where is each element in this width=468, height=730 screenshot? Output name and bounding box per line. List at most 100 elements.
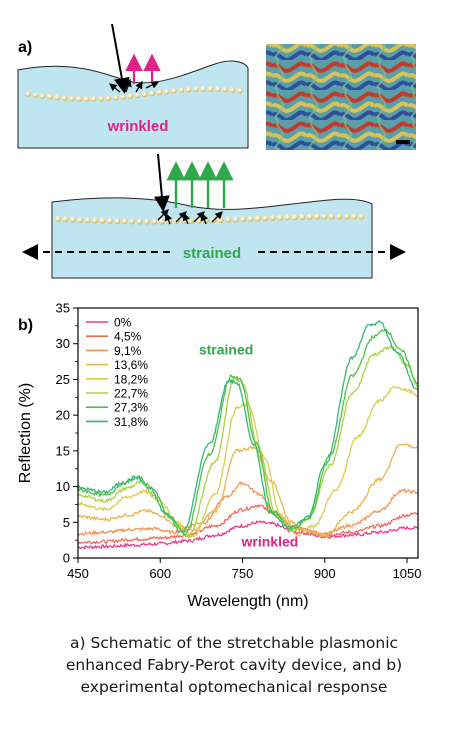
panel-b-label: b) — [18, 317, 33, 334]
nanoparticle — [62, 216, 69, 223]
strained-device: strained — [22, 153, 406, 279]
nanoparticle — [112, 94, 119, 101]
y-tick-label: 25 — [56, 372, 70, 387]
nanoparticle — [106, 217, 113, 224]
series-line-0 — [77, 520, 419, 550]
nanoparticle — [98, 95, 104, 102]
x-tick-label: 1050 — [393, 566, 422, 581]
nanoparticle — [158, 218, 165, 225]
nanoparticle — [134, 92, 141, 99]
nanoparticle — [143, 218, 150, 225]
x-tick-label: 600 — [149, 566, 171, 581]
nanoparticle — [69, 95, 75, 102]
nanoparticle — [83, 96, 90, 102]
nanoparticle — [25, 91, 31, 97]
nanoparticle — [129, 218, 135, 225]
nanoparticle — [120, 94, 126, 100]
chart-annotation: wrinkled — [241, 534, 299, 550]
nanoparticle — [114, 218, 121, 225]
nanoparticle — [92, 217, 98, 224]
series-line-7 — [77, 320, 419, 533]
nanoparticle — [156, 89, 163, 96]
wrinkled-substrate — [17, 60, 249, 149]
nanoparticle — [343, 213, 350, 220]
nanoparticle — [207, 86, 214, 92]
nanoparticle — [136, 218, 143, 225]
nanoparticle — [314, 213, 320, 220]
legend-label: 0% — [114, 316, 132, 330]
nanoparticle — [200, 86, 206, 92]
legend-label: 27,3% — [114, 401, 148, 415]
nanoparticle — [236, 87, 243, 94]
nanoparticle — [277, 214, 283, 221]
y-tick-label: 30 — [56, 336, 70, 351]
caption-line-2: enhanced Fabry-Perot cavity device, and … — [65, 656, 403, 674]
caption-line-1: a) Schematic of the stretchable plasmoni… — [69, 634, 399, 652]
nanoparticle — [127, 93, 133, 99]
figure-canvas: a) wrinkled strained b) — [17, 23, 421, 611]
figure-caption: a) Schematic of the stretchable plasmoni… — [0, 632, 468, 698]
nanoparticle — [358, 213, 365, 220]
legend-label: 31,8% — [114, 415, 148, 429]
wrinkle-micrograph — [266, 44, 416, 150]
y-tick-label: 10 — [56, 479, 70, 494]
nanoparticle — [76, 96, 82, 102]
nanoparticle — [336, 213, 343, 220]
nanoparticle — [269, 214, 276, 221]
y-tick-label: 5 — [63, 515, 70, 530]
legend-label: 4,5% — [114, 330, 142, 344]
nanoparticle — [232, 216, 239, 223]
nanoparticle — [171, 87, 177, 94]
x-tick-label: 900 — [314, 566, 336, 581]
nanoparticle — [247, 215, 254, 222]
y-tick-label: 20 — [56, 408, 70, 423]
legend-label: 13,6% — [114, 358, 148, 372]
nanoparticle — [105, 95, 112, 102]
nanoparticle — [299, 213, 306, 220]
nanoparticle — [163, 88, 170, 95]
nanoparticle — [47, 93, 53, 100]
series-line-1 — [77, 504, 419, 545]
nanoparticle — [69, 216, 76, 223]
x-tick-label: 750 — [232, 566, 254, 581]
y-tick-label: 15 — [56, 443, 70, 458]
strained-substrate — [51, 197, 373, 279]
y-tick-label: 35 — [56, 301, 70, 316]
legend-label: 22,7% — [114, 387, 148, 401]
wrinkled-device: wrinkled — [17, 23, 249, 149]
nanoparticle — [61, 95, 68, 101]
nanoparticle — [222, 86, 228, 93]
nanoparticle — [142, 91, 148, 98]
nanoparticle — [240, 216, 246, 223]
series-line-2 — [77, 481, 419, 537]
series-line-5 — [77, 345, 419, 540]
nanoparticle — [193, 86, 199, 93]
nanoparticle — [178, 87, 185, 93]
reflection-chart: 450 600 750 900 1050 0 5 10 15 20 25 30 35 Wavelength… — [17, 301, 421, 611]
y-tick-label: 0 — [63, 551, 70, 566]
nanoparticle — [351, 213, 357, 220]
x-tick-label: 450 — [67, 566, 89, 581]
nanoparticle — [151, 218, 158, 225]
nanoparticle — [306, 213, 313, 220]
nanoparticle — [291, 214, 298, 221]
nanoparticle — [229, 87, 236, 93]
nanoparticle — [54, 94, 60, 101]
strained-label-a: strained — [183, 245, 241, 262]
wrinkled-label-a: wrinkled — [107, 118, 169, 135]
legend-label: 18,2% — [114, 372, 148, 386]
chart-annotation: strained — [199, 341, 253, 357]
nanoparticle — [215, 86, 221, 92]
legend-label: 9,1% — [114, 344, 142, 358]
x-axis-label: Wavelength (nm) — [187, 593, 308, 610]
nanoparticle — [188, 217, 195, 224]
nanoparticle — [32, 92, 39, 98]
nanoparticle — [84, 217, 91, 224]
nanoparticle — [225, 216, 232, 223]
nanoparticle — [77, 216, 84, 223]
nanoparticle — [284, 214, 291, 221]
nanoparticle — [185, 86, 192, 93]
scale-bar — [396, 140, 410, 144]
nanoparticle — [99, 217, 106, 224]
nanoparticle — [149, 90, 155, 97]
